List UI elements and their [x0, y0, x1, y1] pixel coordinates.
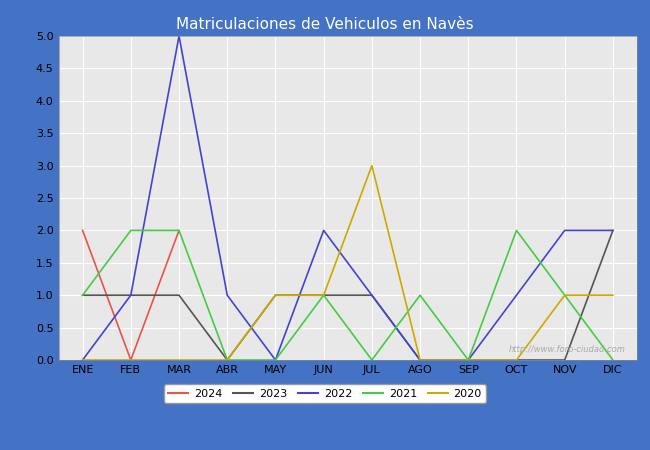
Legend: 2024, 2023, 2022, 2021, 2020: 2024, 2023, 2022, 2021, 2020	[164, 384, 486, 403]
Text: http://www.foro-ciudad.com: http://www.foro-ciudad.com	[508, 345, 625, 354]
Text: Matriculaciones de Vehiculos en Navès: Matriculaciones de Vehiculos en Navès	[176, 17, 474, 32]
